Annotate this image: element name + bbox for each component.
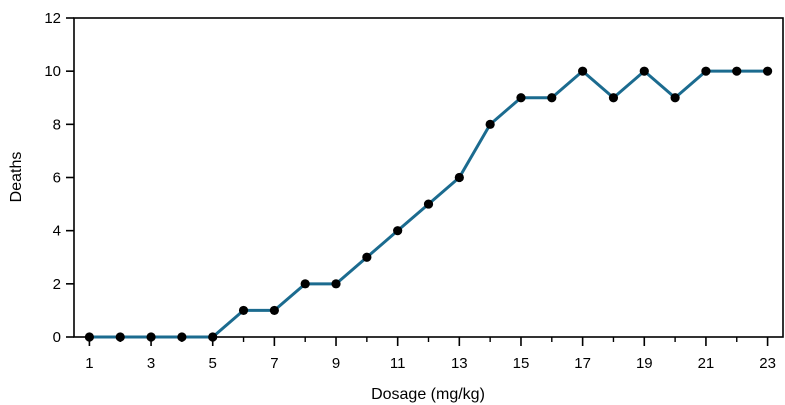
x-tick-label: 17 [574,355,591,372]
data-point [208,332,218,342]
data-point [547,93,557,103]
data-point [639,66,649,76]
data-point [362,252,372,262]
x-axis-title: Dosage (mg/kg) [371,386,485,403]
x-tick-label: 21 [698,355,715,372]
data-point [331,279,341,289]
data-point [146,332,156,342]
x-tick-label: 1 [85,355,93,372]
data-point [454,172,464,183]
data-point [732,66,742,76]
y-axis: 0 2 4 6 8 10 12 [44,10,74,346]
plot-area-frame [73,17,784,338]
x-tick-label: 3 [147,355,155,372]
x-tick-label: 15 [513,355,530,372]
data-point [177,332,187,342]
data-points [84,66,773,342]
data-point [300,279,310,289]
y-tick-label: 10 [44,63,61,80]
x-tick-label: 23 [759,355,776,372]
data-point [578,66,588,76]
data-point [608,93,619,103]
y-tick-label: 6 [53,170,61,187]
data-point [269,305,279,316]
data-point [393,226,403,236]
x-tick-label: 5 [209,355,217,372]
data-point [762,66,773,76]
y-tick-label: 2 [53,276,61,293]
y-tick-label: 8 [53,116,61,133]
data-point [701,66,711,76]
data-point [516,93,526,103]
y-tick-label: 0 [53,329,61,346]
x-tick-label: 19 [636,355,653,372]
data-point [84,332,95,342]
data-point [423,199,434,209]
x-tick-label: 9 [332,355,340,372]
y-tick-label: 4 [53,223,61,240]
y-axis-title: Deaths [8,152,25,203]
y-tick-label: 12 [44,10,61,27]
x-tick-label: 11 [390,355,406,372]
data-point [485,119,495,129]
x-tick-label: 7 [270,355,278,372]
data-point [238,305,249,316]
data-point [115,332,125,342]
data-point [670,93,680,103]
x-axis: 1 3 5 7 9 11 13 15 17 19 21 23 [85,337,776,372]
x-tick-label: 13 [451,355,468,372]
